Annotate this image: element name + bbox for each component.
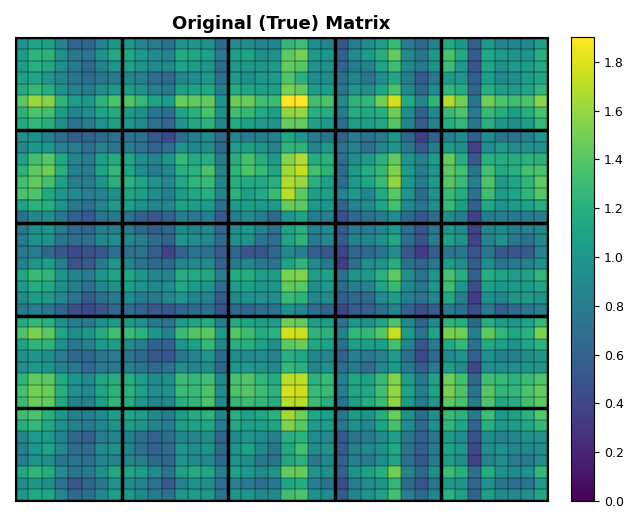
- Title: Original (True) Matrix: Original (True) Matrix: [172, 15, 390, 33]
